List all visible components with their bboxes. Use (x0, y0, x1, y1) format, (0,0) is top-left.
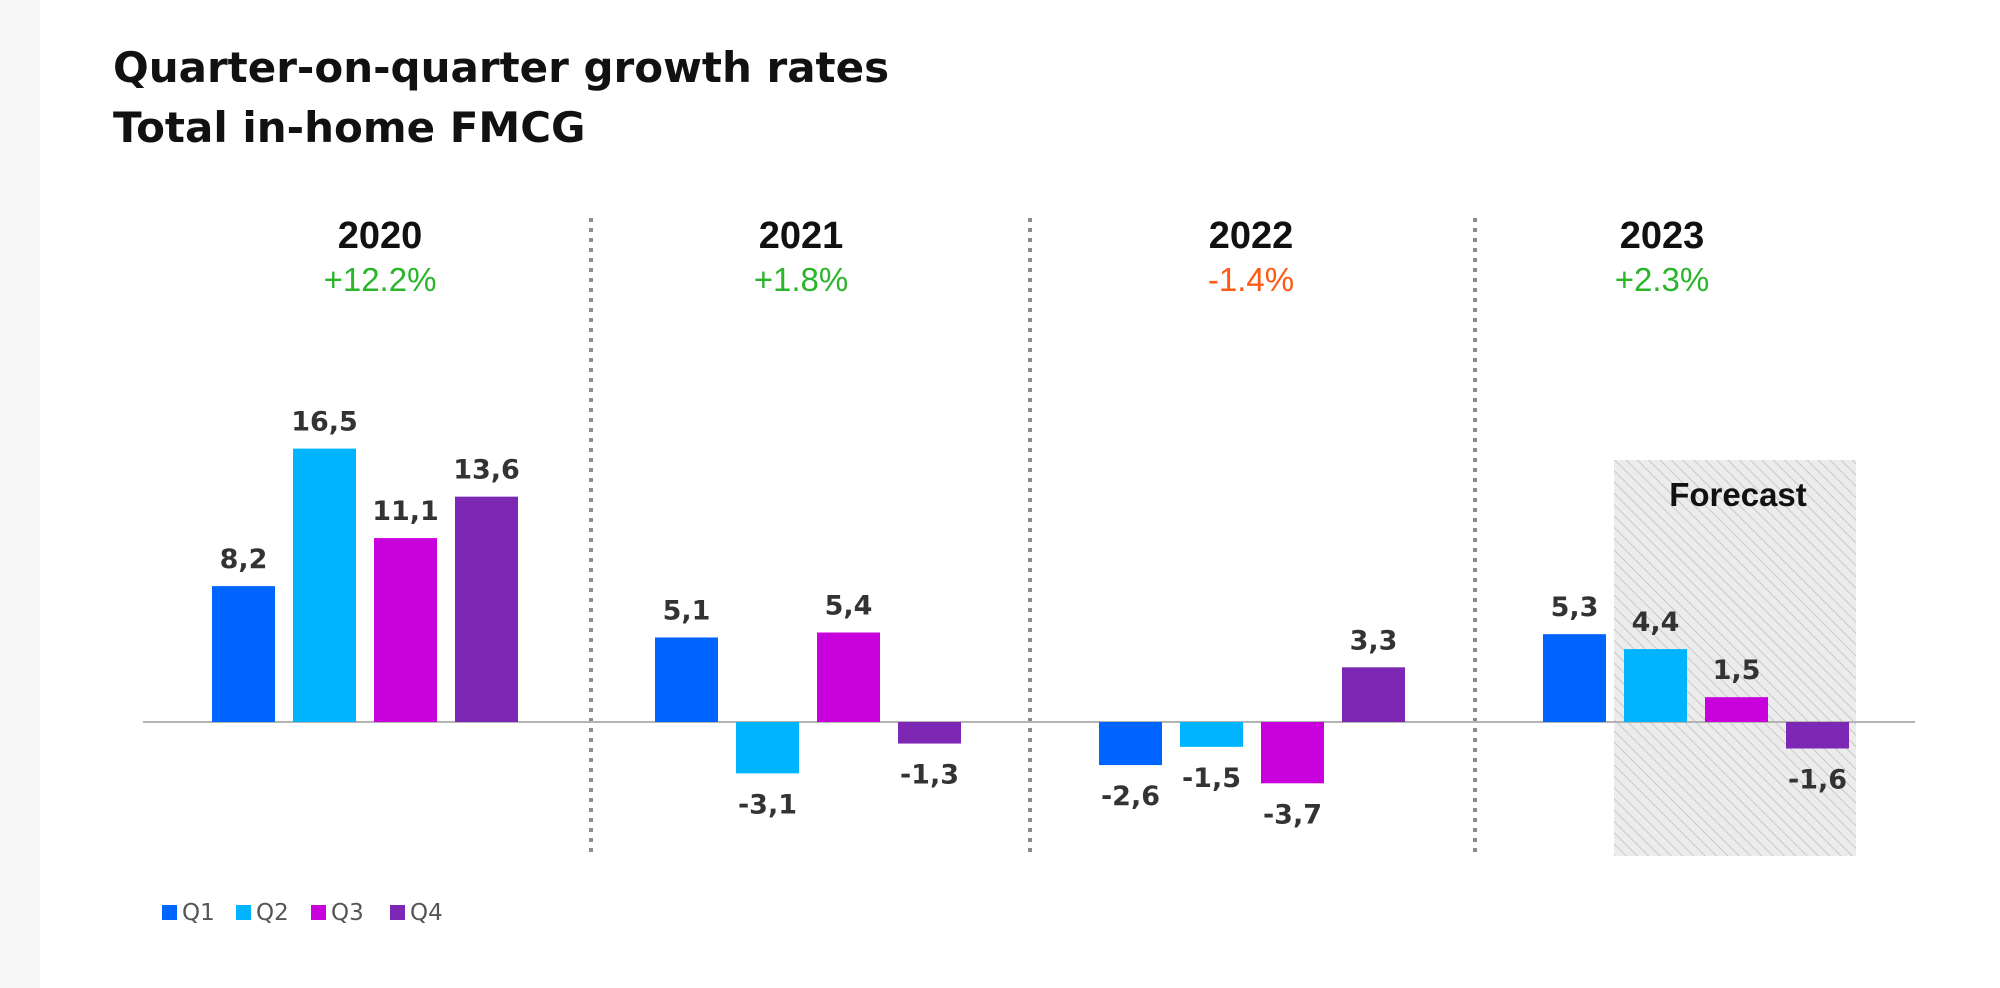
bar-2023-q4 (1786, 722, 1849, 749)
legend-label-q2: Q2 (256, 900, 289, 926)
value-label-2020-q1: 8,2 (220, 544, 268, 575)
legend-label-q4: Q4 (410, 900, 443, 926)
bar-2020-q2 (293, 448, 356, 722)
value-label-2020-q2: 16,5 (291, 407, 358, 438)
legend-swatch-q2 (236, 905, 251, 920)
value-label-2021-q2: -3,1 (738, 789, 797, 820)
legend-swatch-q3 (311, 905, 326, 920)
value-label-2023-q3: 1,5 (1713, 655, 1761, 686)
legend-swatch-q1 (162, 905, 177, 920)
value-label-2021-q3: 5,4 (825, 591, 873, 622)
bar-2022-q3 (1261, 722, 1324, 784)
value-label-2022-q1: -2,6 (1101, 781, 1160, 812)
value-label-2023-q1: 5,3 (1551, 592, 1599, 623)
bar-2022-q4 (1342, 667, 1405, 722)
legend: Q1 Q2 Q3 Q4 (162, 900, 443, 926)
legend-swatch-q4 (390, 905, 405, 920)
value-label-2023-q2: 4,4 (1632, 607, 1680, 638)
value-labels: 8,2 16,5 11,1 13,6 5,1 -3,1 5,4 -1,3 -2,6 -1,5 -3,… (220, 407, 1847, 831)
growth-label-2022: -1.4% (1208, 261, 1294, 298)
page-left-strip (0, 0, 40, 988)
year-label-2023: 2023 (1620, 215, 1705, 257)
growth-label-2023: +2.3% (1615, 261, 1710, 298)
bar-2023-q3 (1705, 697, 1768, 722)
chart-subtitle: Total in-home FMCG (113, 103, 586, 152)
value-label-2020-q3: 11,1 (372, 496, 439, 527)
legend-label-q1: Q1 (182, 900, 215, 926)
bars (212, 448, 1849, 784)
value-label-2022-q4: 3,3 (1350, 625, 1398, 656)
growth-label-2020: +12.2% (324, 261, 437, 298)
bar-2020-q3 (374, 538, 437, 722)
bar-2020-q1 (212, 586, 275, 722)
year-label-2022: 2022 (1209, 215, 1294, 257)
value-label-2022-q2: -1,5 (1182, 763, 1241, 794)
bar-2023-q2 (1624, 649, 1687, 722)
growth-label-2021: +1.8% (754, 261, 849, 298)
bar-2020-q4 (455, 496, 518, 722)
bar-2021-q2 (736, 722, 799, 774)
period-dividers (589, 218, 1477, 858)
bar-2022-q1 (1099, 722, 1162, 766)
bar-2023-q1 (1543, 634, 1606, 722)
value-label-2022-q3: -3,7 (1263, 799, 1322, 830)
forecast-label: Forecast (1669, 476, 1807, 513)
bar-2021-q3 (817, 632, 880, 722)
bar-2021-q4 (898, 722, 961, 744)
legend-label-q3: Q3 (331, 900, 364, 926)
period-headers: 2020 +12.2% 2021 +1.8% 2022 -1.4% 2023 +2.3% (324, 215, 1710, 298)
value-label-2023-q4: -1,6 (1788, 765, 1847, 796)
bar-2021-q1 (655, 637, 718, 722)
value-label-2021-q4: -1,3 (900, 760, 959, 791)
bar-2022-q2 (1180, 722, 1243, 747)
year-label-2021: 2021 (759, 215, 844, 257)
year-label-2020: 2020 (338, 215, 423, 257)
chart-title: Quarter-on-quarter growth rates (113, 43, 889, 92)
value-label-2021-q1: 5,1 (663, 595, 711, 626)
value-label-2020-q4: 13,6 (453, 455, 520, 486)
